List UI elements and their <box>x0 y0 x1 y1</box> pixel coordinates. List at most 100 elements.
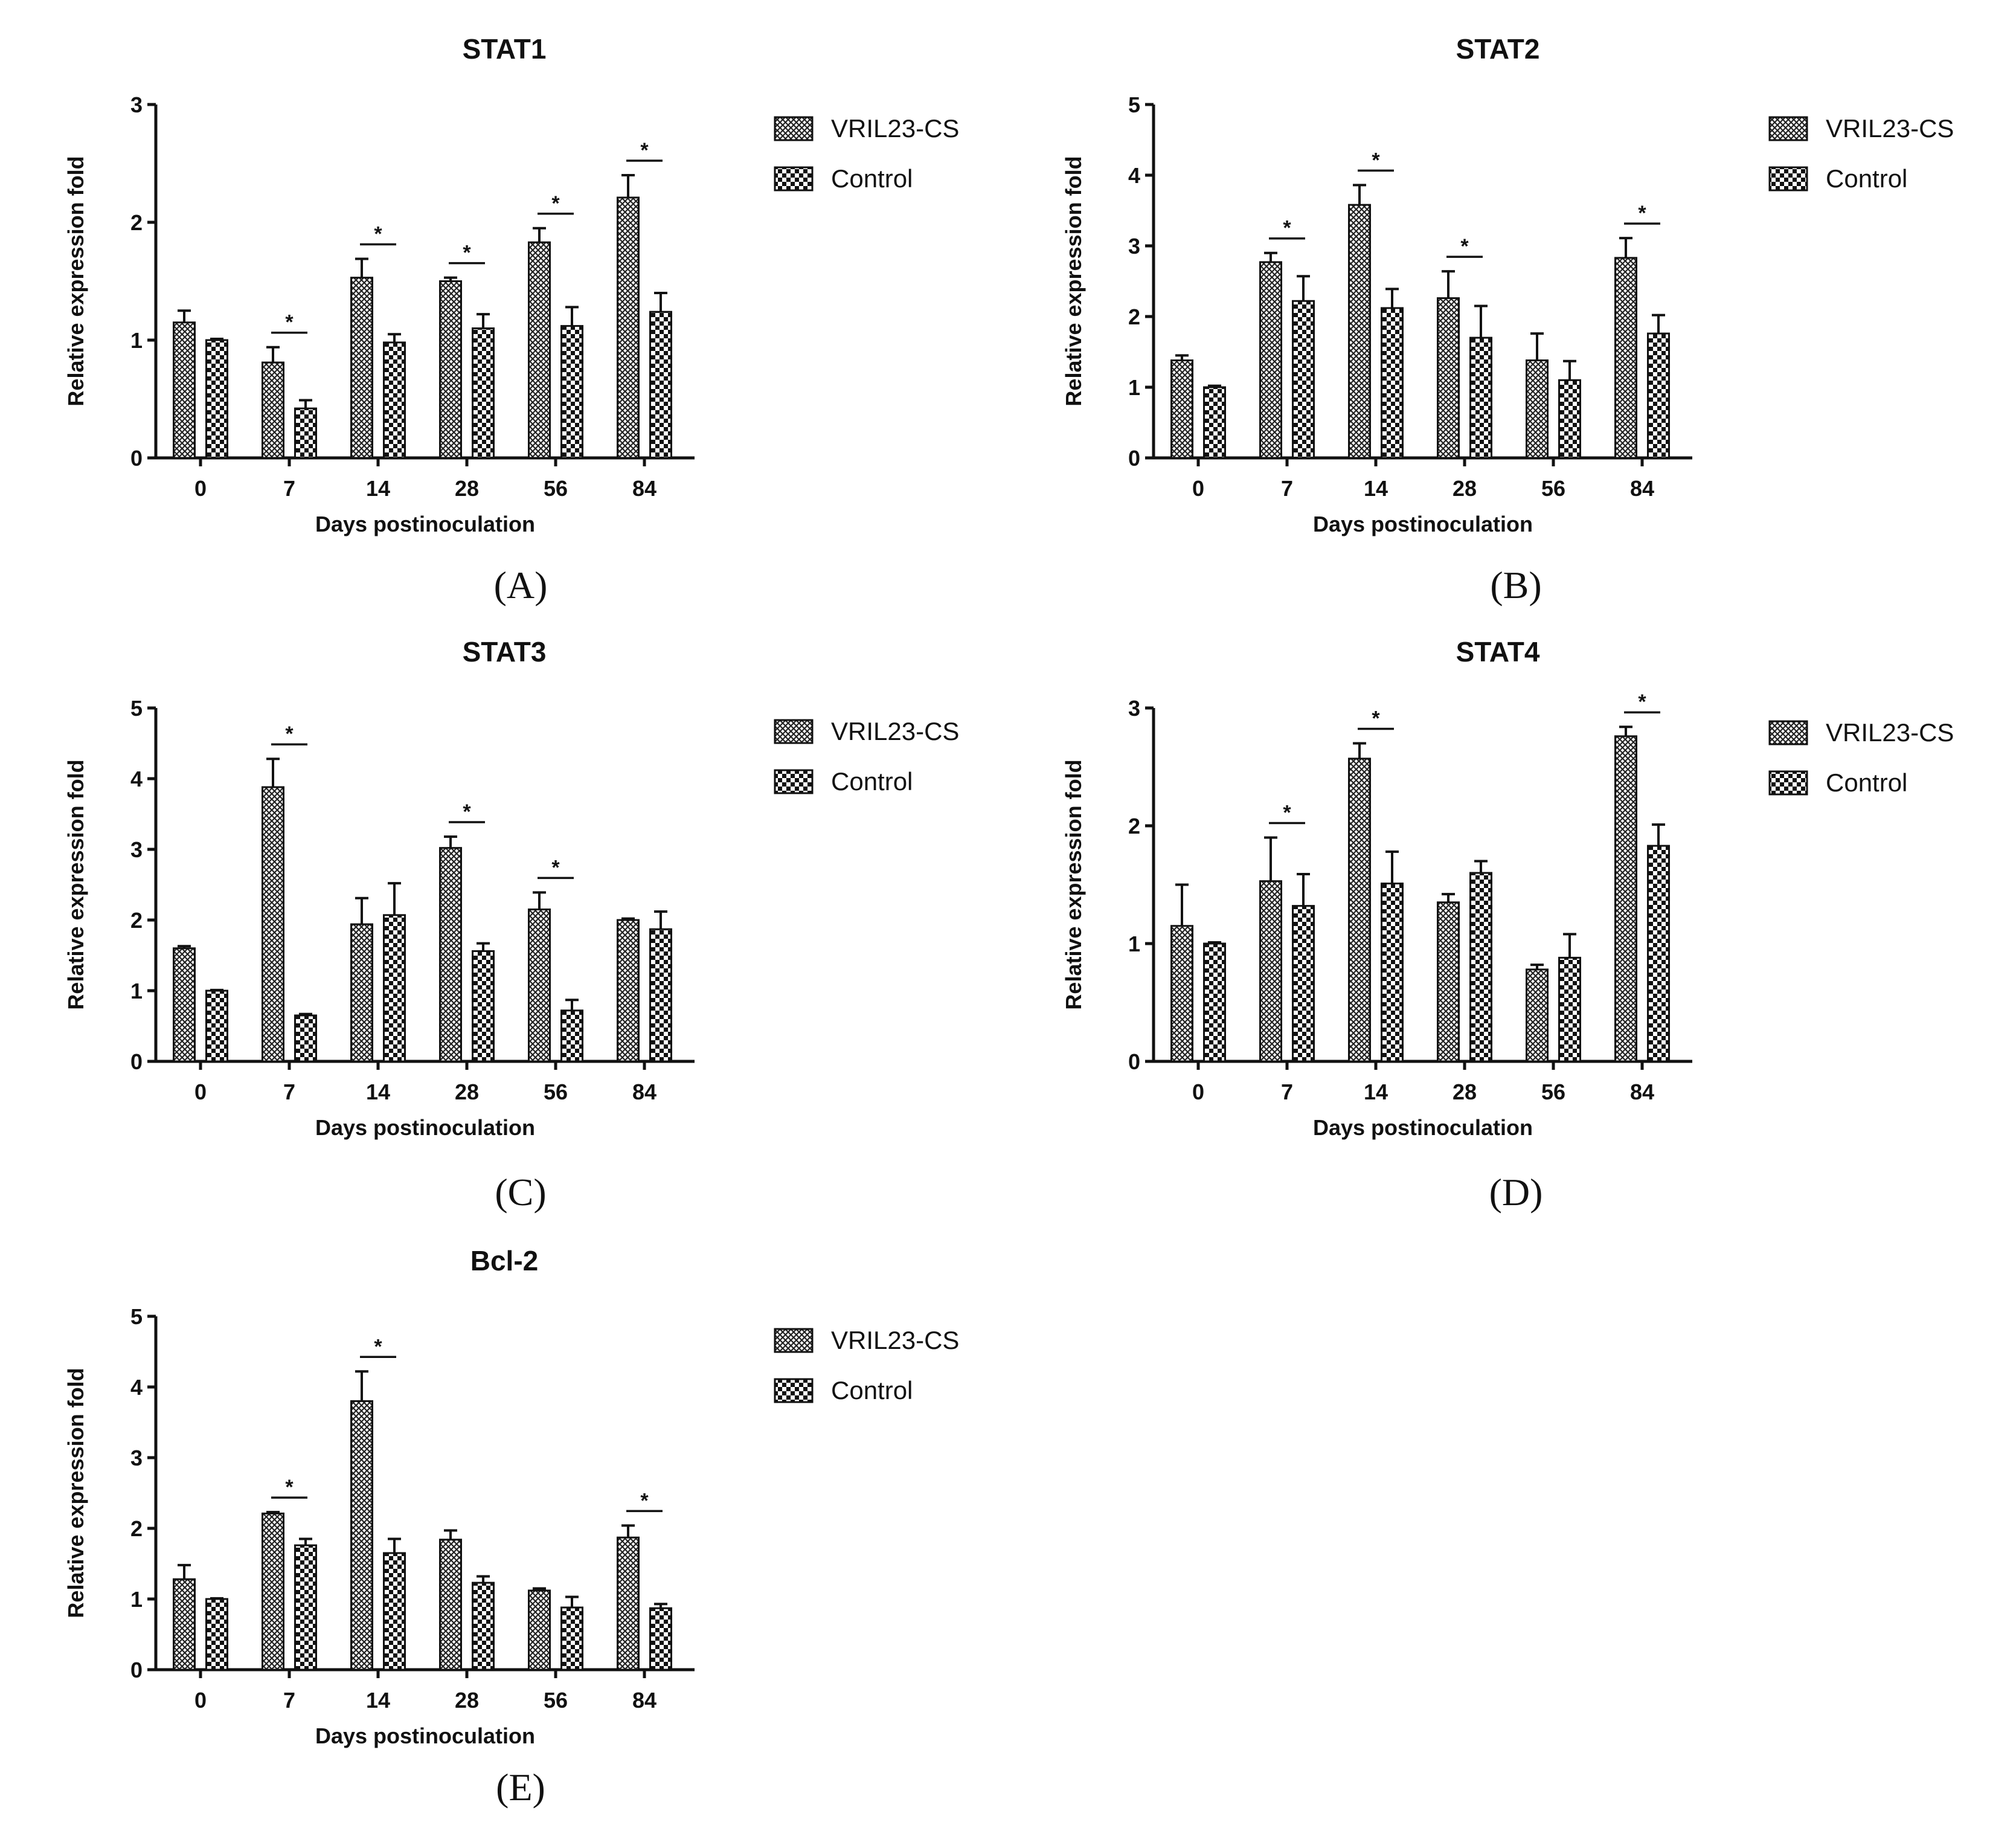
significance-star: * <box>640 139 649 162</box>
bar-control-day-14 <box>383 1552 406 1671</box>
chart-panel-2: STAT2 0 1 2 3 4 5 Relative expression fold Days … <box>1061 33 1954 607</box>
y-tick-label: 0 <box>130 1658 143 1682</box>
bar-vril23-cs-day-0 <box>173 947 196 1063</box>
bar-vril23-cs-day-84 <box>617 1536 640 1671</box>
x-tick-label: 0 <box>194 1688 207 1713</box>
y-tick-label: 1 <box>130 1587 143 1612</box>
y-tick-label: 3 <box>130 92 143 117</box>
chart-title: STAT2 <box>1456 33 1540 65</box>
legend-swatch-vril23-cs <box>1768 116 1808 141</box>
significance-star: * <box>1638 202 1646 225</box>
significance-star: * <box>374 1335 382 1358</box>
y-tick-label: 1 <box>1128 931 1140 956</box>
chart-title: Bcl-2 <box>470 1245 538 1276</box>
chart-title: STAT1 <box>463 33 547 65</box>
bar-control-day-7 <box>1292 300 1315 459</box>
x-axis-label: Days postinoculation <box>315 512 535 536</box>
legend-label-control: Control <box>831 767 913 796</box>
legend: VRIL23-CS Control <box>1768 718 1954 797</box>
y-tick-label: 3 <box>130 1446 143 1470</box>
x-tick-label: 14 <box>366 1079 390 1104</box>
significance-star: * <box>285 311 294 334</box>
x-tick-label: 84 <box>632 476 656 501</box>
bar-control-day-7 <box>294 1544 317 1671</box>
bar-control-day-56 <box>560 325 583 459</box>
bar-control-day-84 <box>649 928 672 1063</box>
bar-control-day-0 <box>1203 942 1226 1063</box>
x-tick-label: 84 <box>1630 476 1654 501</box>
x-tick-label: 14 <box>1364 1079 1388 1104</box>
y-tick-label: 0 <box>130 446 143 471</box>
bar-control-day-0 <box>205 989 228 1063</box>
y-tick-label: 3 <box>1128 234 1140 259</box>
bar-control-day-28 <box>1469 336 1492 459</box>
bar-control-day-14 <box>383 914 406 1063</box>
bar-control-day-28 <box>472 1581 495 1671</box>
significance-star: * <box>1460 235 1469 258</box>
bar-vril23-cs-day-56 <box>528 908 551 1063</box>
x-axis-label: Days postinoculation <box>1313 512 1533 536</box>
legend-label-control: Control <box>831 164 913 193</box>
bar-control-day-56 <box>560 1009 583 1063</box>
bar-vril23-cs-day-0 <box>173 321 196 459</box>
x-axis-label: Days postinoculation <box>315 1115 535 1140</box>
x-tick-label: 28 <box>455 1079 479 1104</box>
y-tick-label: 2 <box>130 210 143 235</box>
x-tick-label: 7 <box>1281 1079 1293 1104</box>
significance-star: * <box>1372 149 1380 172</box>
x-tick-label: 28 <box>455 476 479 501</box>
x-tick-label: 7 <box>283 1688 295 1713</box>
x-tick-label: 56 <box>1541 476 1565 501</box>
bar-vril23-cs-day-7 <box>262 1512 284 1671</box>
y-tick-label: 5 <box>130 696 143 721</box>
bar-control-day-14 <box>1381 307 1404 459</box>
x-tick-label: 56 <box>544 1688 568 1713</box>
bar-vril23-cs-day-28 <box>439 1539 462 1671</box>
bar-vril23-cs-day-14 <box>1348 204 1371 459</box>
y-tick-label: 2 <box>1128 814 1140 838</box>
y-tick-label: 1 <box>1128 375 1140 400</box>
bar-control-day-0 <box>205 1598 228 1671</box>
chart-panel-3: STAT3 0 1 2 3 4 5 Relative expression fold Days … <box>63 636 959 1214</box>
y-tick-label: 3 <box>1128 696 1140 721</box>
bar-vril23-cs-day-14 <box>350 277 373 459</box>
bar-control-day-84 <box>1647 332 1670 459</box>
legend-swatch-control <box>774 166 814 191</box>
bar-control-day-7 <box>294 1014 317 1063</box>
bar-vril23-cs-day-28 <box>439 280 462 459</box>
legend-label-vril23-cs: VRIL23-CS <box>831 1326 959 1354</box>
bar-control-day-0 <box>205 339 228 459</box>
legend: VRIL23-CS Control <box>774 114 959 193</box>
panel-label: (E) <box>496 1766 545 1809</box>
bar-vril23-cs-day-14 <box>1348 758 1371 1063</box>
y-tick-label: 0 <box>1128 1049 1140 1074</box>
x-axis-label: Days postinoculation <box>315 1723 535 1748</box>
significance-star: * <box>285 722 294 745</box>
bar-vril23-cs-day-56 <box>1526 968 1549 1063</box>
significance-star: * <box>1283 217 1291 240</box>
bar-vril23-cs-day-28 <box>439 847 462 1063</box>
x-tick-label: 14 <box>366 476 390 501</box>
y-tick-label: 5 <box>130 1304 143 1329</box>
y-tick-label: 5 <box>1128 92 1140 117</box>
panel-label: (D) <box>1489 1171 1543 1214</box>
bar-vril23-cs-day-7 <box>1259 261 1282 459</box>
bar-control-day-7 <box>1292 905 1315 1063</box>
bar-vril23-cs-day-14 <box>350 1400 373 1671</box>
legend-swatch-control <box>1768 770 1808 796</box>
legend-label-control: Control <box>1826 768 1907 797</box>
significance-star: * <box>551 192 560 215</box>
y-tick-label: 0 <box>1128 446 1140 471</box>
bar-vril23-cs-day-0 <box>1170 925 1193 1063</box>
bar-vril23-cs-day-14 <box>350 923 373 1063</box>
bar-vril23-cs-day-56 <box>528 241 551 459</box>
legend-label-vril23-cs: VRIL23-CS <box>1826 718 1954 747</box>
bar-control-day-56 <box>1558 956 1581 1063</box>
y-tick-label: 1 <box>130 979 143 1003</box>
legend-swatch-control <box>774 769 814 794</box>
bar-control-day-14 <box>383 341 406 459</box>
x-tick-label: 56 <box>1541 1079 1565 1104</box>
x-tick-label: 84 <box>632 1688 656 1713</box>
x-tick-label: 84 <box>632 1079 656 1104</box>
